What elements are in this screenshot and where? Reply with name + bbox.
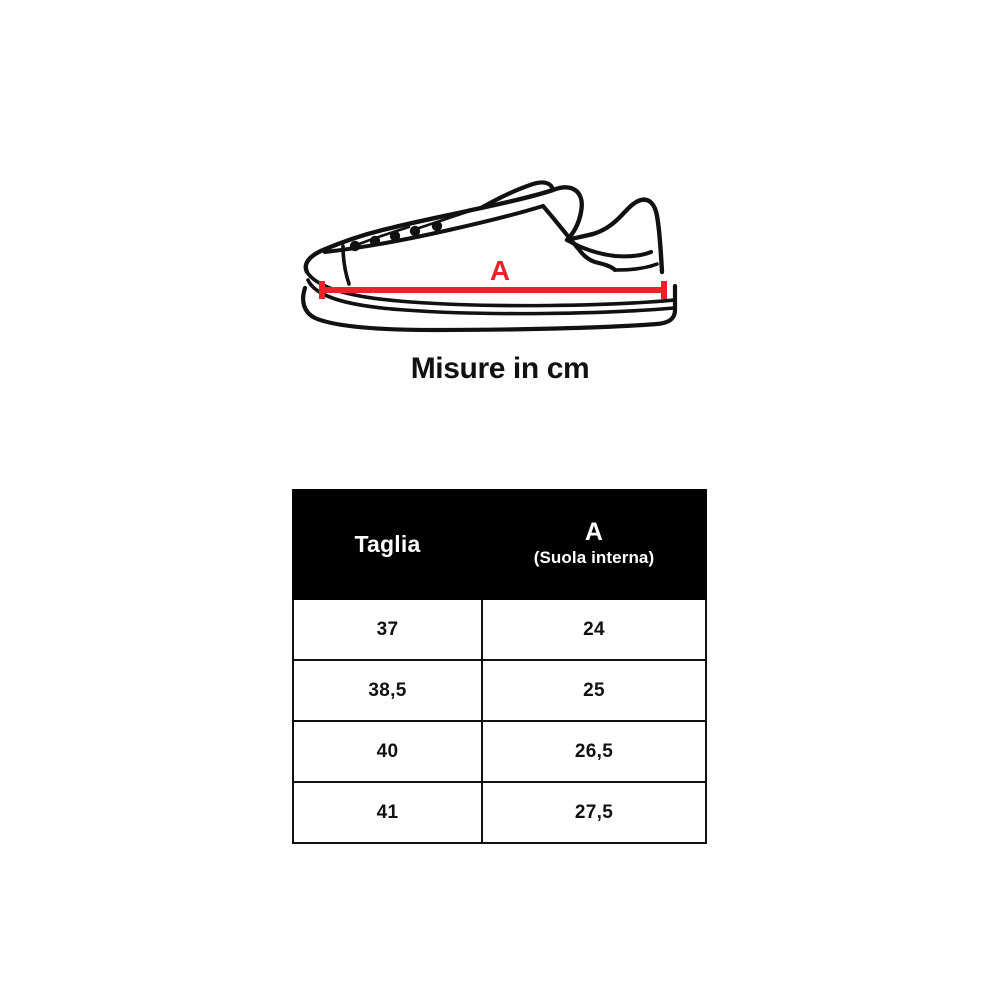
toe-cap-seam	[341, 244, 351, 286]
header-row: Taglia A (Suola interna)	[292, 489, 707, 600]
table-row: 41 27,5	[292, 781, 707, 844]
header-sublabel-suola-interna: (Suola interna)	[533, 547, 655, 567]
cell-a: 26,5	[481, 720, 707, 783]
measure-caption: Misure in cm	[410, 352, 590, 385]
cell-a: 25	[481, 659, 707, 722]
cell-taglia: 38,5	[292, 659, 483, 722]
lace-path	[357, 225, 411, 246]
eyelet-icon	[409, 225, 421, 237]
shoe-upper-outline	[303, 185, 665, 275]
cell-taglia: 37	[292, 598, 483, 661]
table-header: Taglia A (Suola interna)	[292, 489, 707, 600]
size-chart-table: Taglia A (Suola interna) 37 24 38,5 25 4…	[292, 489, 707, 844]
collar-underside-path	[613, 262, 659, 272]
header-cell-a: A (Suola interna)	[481, 489, 707, 600]
header-label-a: A	[584, 517, 604, 546]
header-label-taglia: Taglia	[354, 531, 421, 557]
table-row: 37 24	[292, 598, 707, 661]
shoe-diagram: A	[301, 180, 678, 333]
cell-taglia: 40	[292, 720, 483, 783]
cell-a: 27,5	[481, 781, 707, 844]
cell-taglia: 41	[292, 781, 483, 844]
measurement-label-a: A	[490, 255, 510, 286]
header-cell-taglia: Taglia	[292, 489, 483, 600]
lace-path	[417, 208, 475, 230]
table-body: 37 24 38,5 25 40 26,5 41 27,5	[292, 598, 707, 844]
outsole-path	[301, 283, 678, 333]
eyelet-icon	[349, 240, 361, 252]
cell-a: 24	[481, 598, 707, 661]
midsole-stripe-path	[306, 278, 676, 316]
table-row: 40 26,5	[292, 720, 707, 783]
quarter-panel-seam	[540, 203, 618, 273]
tongue-path	[478, 180, 556, 211]
illustration-block: A Misure in cm	[0, 0, 1000, 420]
table-row: 38,5 25	[292, 659, 707, 722]
heel-counter-path	[565, 238, 653, 259]
